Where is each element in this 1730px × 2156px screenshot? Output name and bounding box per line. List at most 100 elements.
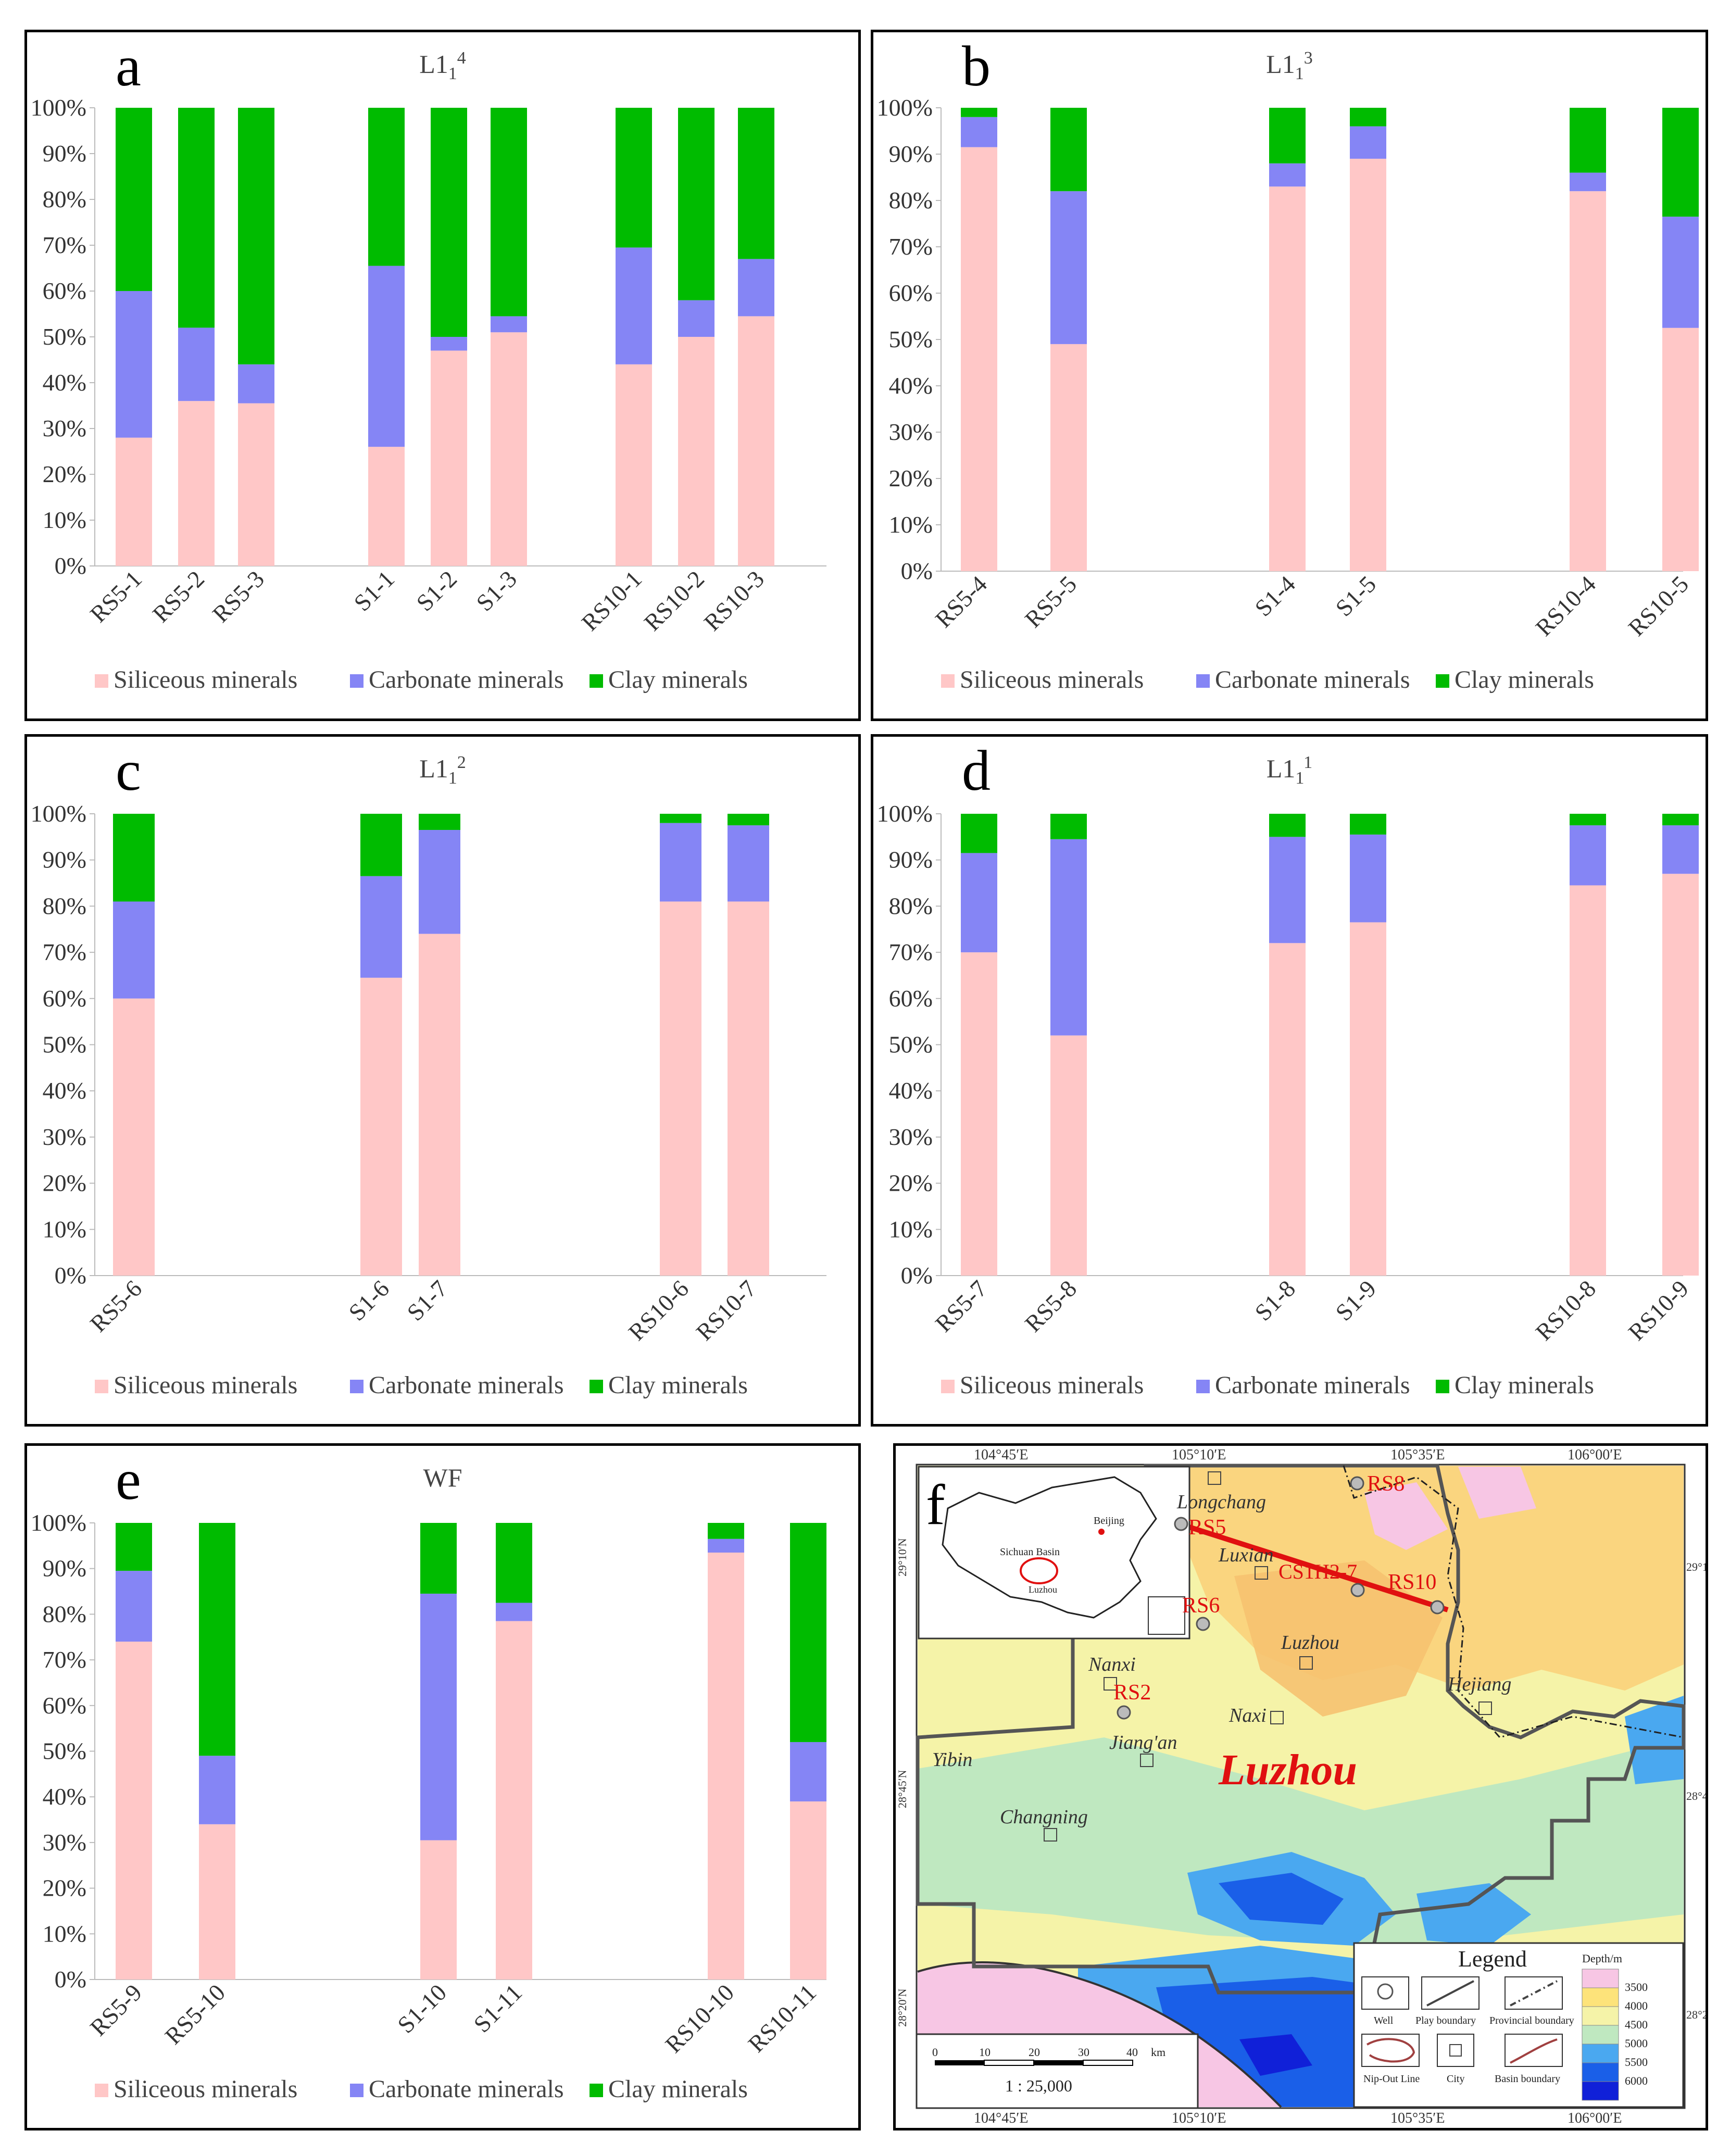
legend-swatch-siliceous — [941, 1380, 955, 1393]
y-tick-label: 100% — [31, 800, 86, 827]
legend-nip-out-line: Nip-Out Line — [1361, 2034, 1420, 2085]
depth-swatch — [1582, 1987, 1619, 2007]
y-tick-label: 70% — [889, 233, 933, 260]
y-tick-label: 0% — [55, 1262, 86, 1289]
bar-segment — [1570, 825, 1606, 886]
y-tick-label: 40% — [889, 1077, 933, 1104]
svg-text:Naxi: Naxi — [1228, 1705, 1267, 1726]
well-rs10: RS10 — [1388, 1570, 1445, 1615]
lat-left-1: 29°10′N — [896, 1538, 909, 1577]
y-tick-label: 100% — [31, 1509, 86, 1536]
bar-segment — [728, 901, 769, 1276]
well-rs6: RS6 — [1182, 1594, 1220, 1631]
svg-text:Basin boundary: Basin boundary — [1495, 2073, 1560, 2085]
legend-label-siliceous: Siliceous minerals — [960, 1371, 1144, 1399]
bar-segment — [419, 934, 460, 1276]
depth-label: 5500 — [1625, 2056, 1648, 2069]
bar-segment — [1269, 163, 1306, 187]
svg-text:1 : 25,000: 1 : 25,000 — [1005, 2076, 1072, 2095]
bar-segment — [1050, 814, 1087, 839]
lat-right-3: 28°20′ — [1686, 2008, 1706, 2021]
bar-segment — [1050, 191, 1087, 344]
bar-segment — [961, 853, 997, 953]
scale-bar: 0 10 20 30 40 km 1 : 25,000 — [932, 2046, 1165, 2095]
bar-segment — [491, 108, 527, 317]
bar-segment — [1269, 814, 1306, 837]
inset-sichuan-basin — [1020, 1557, 1058, 1584]
bar-segment — [113, 901, 155, 999]
bar-segment — [419, 830, 460, 934]
legend-swatch-clay — [590, 1380, 603, 1393]
y-tick-label: 70% — [889, 939, 933, 965]
svg-text:RS2: RS2 — [1113, 1681, 1151, 1705]
y-tick-label: 90% — [43, 140, 86, 167]
y-tick-label: 30% — [43, 1124, 86, 1150]
y-tick-label: 50% — [43, 1738, 86, 1764]
y-tick-label: 30% — [889, 1124, 933, 1150]
svg-text:Jiang'an: Jiang'an — [1109, 1732, 1177, 1754]
bar-segment — [116, 437, 152, 566]
x-tick-label: RS10-10 — [660, 1979, 739, 2058]
bar-segment — [496, 1603, 532, 1621]
bar-segment — [1662, 217, 1699, 328]
bar-segment — [1350, 834, 1386, 923]
city-yibin: Yibin — [932, 1749, 972, 1771]
bar-segment — [431, 337, 467, 351]
bar-segment — [199, 1523, 235, 1756]
y-tick-label: 80% — [889, 187, 933, 213]
y-tick-label: 100% — [877, 94, 933, 121]
bar-segment — [1662, 814, 1699, 826]
scale-box — [916, 2033, 1199, 2109]
panel-letter-f: f — [926, 1473, 945, 1536]
legend-swatch-carbonate — [350, 1380, 363, 1393]
bar-segment — [116, 291, 152, 438]
x-tick-label: RS5-2 — [147, 565, 209, 627]
panel-f-map: 104°45′E 105°10′E 105°35′E 106°00′E 104°… — [893, 1443, 1708, 2130]
svg-text:RS5: RS5 — [1188, 1516, 1226, 1540]
lon-top-2: 105°10′E — [1172, 1447, 1226, 1463]
bar-segment — [1350, 158, 1386, 571]
lon-bottom-3: 105°35′E — [1390, 2110, 1445, 2126]
bar-segment — [368, 108, 405, 266]
depth-label: 4000 — [1625, 1999, 1648, 2012]
y-tick-label: 70% — [43, 939, 86, 965]
y-tick-label: 40% — [889, 372, 933, 399]
x-tick-label: RS10-7 — [691, 1275, 761, 1345]
svg-text:40: 40 — [1126, 2046, 1138, 2059]
y-tick-label: 50% — [889, 1031, 933, 1058]
chart-title: L112 — [419, 753, 466, 788]
x-tick-label: S1-5 — [1331, 571, 1382, 622]
bar-segment — [368, 447, 405, 566]
bar-segment — [238, 108, 274, 364]
svg-text:RS6: RS6 — [1182, 1594, 1220, 1618]
bar-segment — [496, 1523, 532, 1603]
bar-segment — [1350, 126, 1386, 159]
x-tick-label: RS5-10 — [160, 1979, 230, 2049]
depth-legend-title: Depth/m — [1582, 1952, 1622, 1965]
bar-segment — [113, 998, 155, 1276]
bar-segment — [431, 108, 467, 337]
x-tick-label: S1-9 — [1331, 1275, 1382, 1326]
x-tick-label: RS10-8 — [1531, 1275, 1601, 1345]
depth-legend: 3500 4000 4500 5000 5500 6000 — [1582, 1969, 1648, 2101]
bar-segment — [1269, 837, 1306, 943]
y-tick-label: 100% — [31, 94, 86, 121]
lat-left-3: 28°20′N — [896, 1988, 909, 2027]
chart-a: L114 0% 10% 20% 30% 40% 50% 60% 70% 80% 90% 100% RS5… — [31, 48, 826, 694]
bar-segment — [1350, 108, 1386, 127]
legend-swatch-clay — [590, 2084, 603, 2097]
bar-segment — [678, 300, 714, 337]
chart-title: L113 — [1266, 48, 1313, 83]
bar-segment — [420, 1523, 457, 1594]
legend-swatch-clay — [590, 674, 603, 688]
bar-segment — [738, 316, 774, 566]
y-tick-label: 70% — [43, 1646, 86, 1673]
x-tick-label: S1-1 — [349, 565, 400, 616]
y-tick-label: 60% — [889, 280, 933, 306]
legend-swatch-siliceous — [95, 1380, 108, 1393]
x-tick-label: RS10-6 — [623, 1275, 694, 1345]
y-tick-label: 70% — [43, 232, 86, 258]
y-tick-label: 50% — [43, 323, 86, 350]
inset-luzhou-label: Luzhou — [1029, 1584, 1057, 1595]
bar-segment — [360, 876, 402, 978]
